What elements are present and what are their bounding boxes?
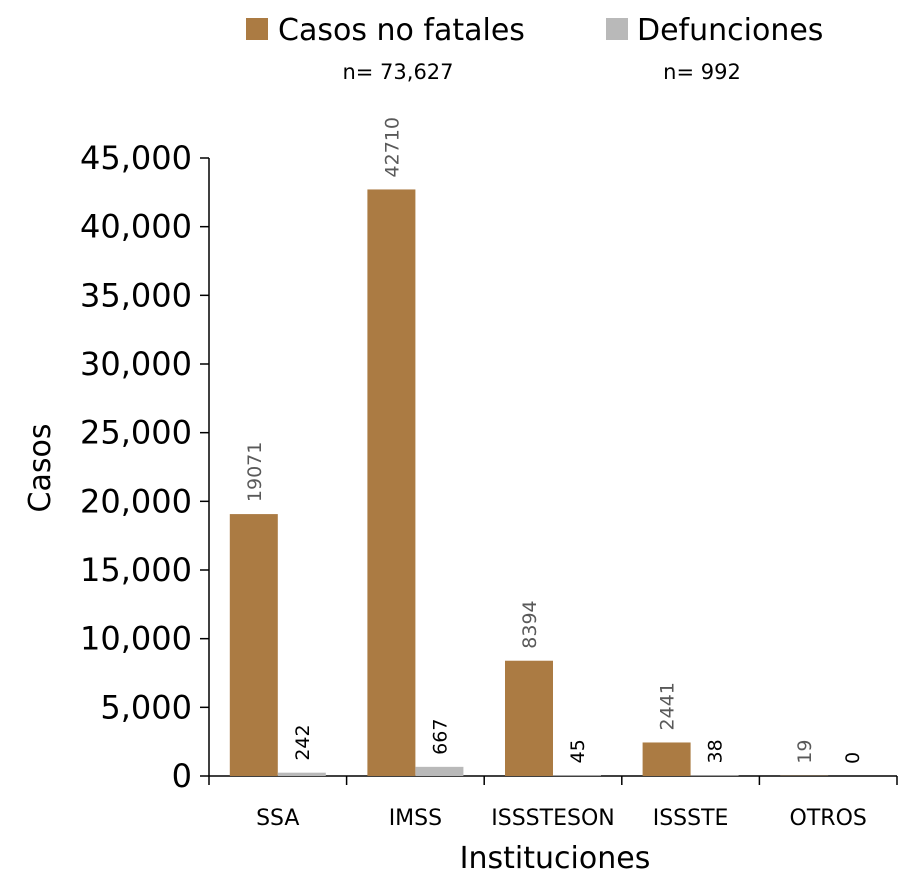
- data-label: 0: [842, 752, 864, 764]
- data-label: 45: [567, 739, 589, 763]
- data-label: 38: [705, 739, 727, 763]
- bar-casos-no-fatales-isssteson: [505, 660, 553, 776]
- x-axis-title: Instituciones: [460, 841, 651, 876]
- data-label: 8394: [519, 600, 541, 648]
- y-tick-label: 35,000: [80, 276, 192, 314]
- bar-defunciones-issste: [690, 775, 739, 776]
- bar-casos-no-fatales-issste: [642, 742, 691, 776]
- legend-label: Defunciones: [637, 13, 823, 48]
- bar-casos-no-fatales-imss: [367, 189, 416, 776]
- y-tick-label: 25,000: [80, 414, 192, 452]
- data-label: 667: [429, 719, 451, 755]
- y-tick-label: 0: [172, 757, 192, 795]
- y-tick-label: 30,000: [80, 345, 192, 383]
- x-tick-label: ISSSTESON: [491, 806, 614, 831]
- y-tick-label: 40,000: [80, 208, 192, 246]
- y-tick-label: 10,000: [80, 620, 192, 658]
- bar-defunciones-ssa: [277, 772, 326, 776]
- legend-count: n= 992: [663, 60, 741, 84]
- legend-count: n= 73,627: [342, 60, 453, 84]
- y-axis-title: Casos: [23, 424, 58, 513]
- legend-label: Casos no fatales: [278, 13, 525, 48]
- x-tick-label: OTROS: [790, 806, 867, 831]
- data-label: 2441: [657, 682, 679, 730]
- y-tick-label: 45,000: [80, 139, 192, 177]
- data-label: 42710: [381, 117, 403, 177]
- bar-defunciones-imss: [415, 766, 464, 776]
- y-tick-label: 15,000: [80, 551, 192, 589]
- legend-swatch-defunciones: [606, 18, 628, 40]
- y-tick-label: 5,000: [100, 688, 192, 726]
- x-tick-label: SSA: [256, 806, 299, 831]
- x-tick-label: ISSSTE: [653, 806, 729, 831]
- y-tick-label: 20,000: [80, 482, 192, 520]
- legend-swatch-casos: [246, 18, 268, 40]
- data-labels: 19071 42710 8394 2441 19 242 667 45 38 0: [244, 117, 864, 764]
- data-label: 19071: [244, 442, 266, 502]
- bar-defunciones-isssteson: [553, 775, 601, 776]
- axes: 0 5,000 10,000 15,000 20,000 25,000 30,000 35,0…: [80, 139, 898, 831]
- data-label: 19: [794, 740, 816, 764]
- bar-casos-no-fatales-ssa: [229, 514, 278, 776]
- legend: Casos no fatales n= 73,627 Defunciones n= 9…: [246, 13, 823, 84]
- x-tick-label: IMSS: [389, 806, 442, 831]
- bars: [229, 189, 829, 776]
- data-label: 242: [292, 724, 314, 760]
